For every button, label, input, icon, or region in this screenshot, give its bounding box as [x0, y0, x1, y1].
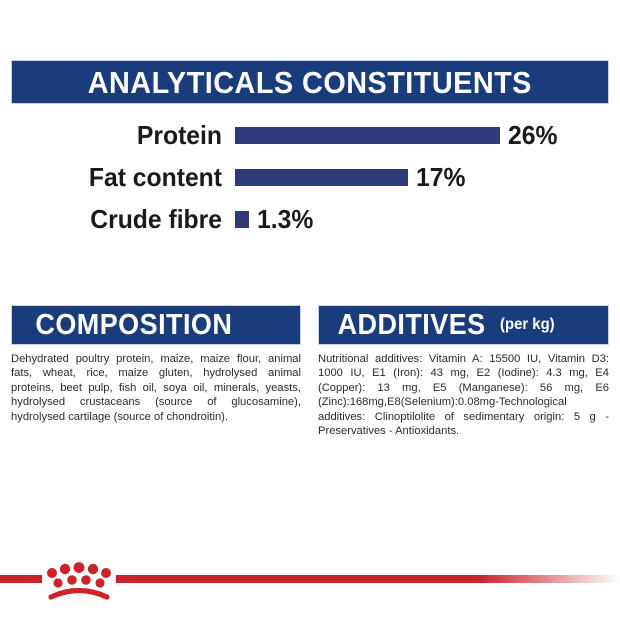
bar-fill-protein	[235, 126, 500, 144]
bar-fill-fat-content	[235, 168, 408, 186]
bar-row: Fat content 17%	[0, 160, 620, 194]
analyticals-constituents-header: ANALYTICALS CONSTITUENTS	[11, 60, 609, 104]
bar-fill-crude-fibre	[235, 210, 249, 228]
bar-value-crude-fibre: 1.3%	[257, 204, 314, 234]
bar-wrap-fat-content: 17%	[235, 164, 468, 190]
royal-canin-brand-logo	[0, 556, 620, 606]
additives-title: ADDITIVES	[337, 308, 486, 341]
royal-canin-crown-icon	[0, 562, 620, 600]
additives-header: ADDITIVES (per kg)	[318, 305, 609, 345]
bar-wrap-crude-fibre: 1.3%	[235, 206, 316, 232]
bar-label-fat-content: Fat content	[88, 162, 223, 192]
analyticals-constituents-title: ANALYTICALS CONSTITUENTS	[87, 64, 533, 100]
bar-label-crude-fibre: Crude fibre	[90, 204, 222, 234]
bar-row: Protein 26%	[0, 118, 620, 152]
bar-value-protein: 26%	[508, 120, 558, 150]
analyticals-bar-chart: Protein 26% Fat content 17% Crude fibre …	[0, 118, 620, 243]
composition-title: COMPOSITION	[35, 308, 233, 341]
bar-label-protein: Protein	[136, 120, 222, 150]
bar-row: Crude fibre 1.3%	[0, 202, 620, 236]
bar-value-fat-content: 17%	[416, 162, 466, 192]
additives-body-text: Nutritional additives: Vitamin A: 15500 …	[318, 353, 609, 438]
composition-body-text: Dehydrated poultry protein, maize, maize…	[11, 353, 301, 423]
additives-subtitle: (per kg)	[500, 316, 555, 333]
composition-header: COMPOSITION	[11, 305, 301, 345]
bar-wrap-protein: 26%	[235, 122, 560, 148]
